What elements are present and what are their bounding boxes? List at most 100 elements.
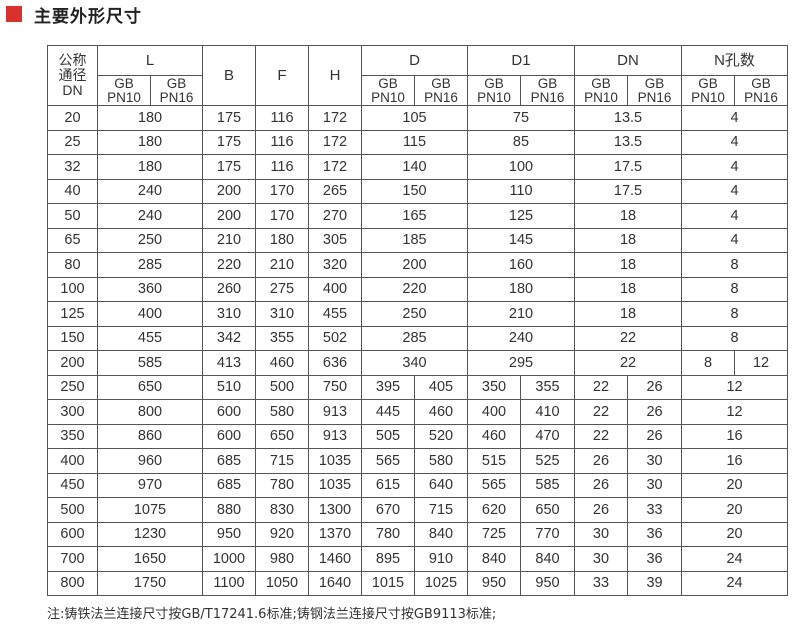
subheader-pn10: GB PN10 bbox=[97, 75, 151, 106]
cell-N: 16 bbox=[681, 448, 789, 474]
table-row: 100 360 260 275 400 220 180 18 8 bbox=[47, 276, 789, 302]
cell-dn: 50 bbox=[47, 203, 98, 229]
cell-H: 172 bbox=[308, 129, 362, 155]
cell-B: 175 bbox=[202, 105, 256, 131]
cell-D-pn10: 670 bbox=[361, 497, 415, 523]
cell-B: 210 bbox=[202, 227, 256, 253]
cell-D1: 85 bbox=[467, 129, 575, 155]
cell-D1-pn10: 950 bbox=[467, 570, 521, 596]
cell-L: 970 bbox=[97, 472, 203, 498]
subheader-pn10: GB PN10 bbox=[574, 75, 628, 106]
cell-D1: 180 bbox=[467, 276, 575, 302]
cell-D-pn10: 395 bbox=[361, 374, 415, 400]
cell-dn: 500 bbox=[47, 497, 98, 523]
cell-D1-pn10: 460 bbox=[467, 423, 521, 449]
cell-B: 200 bbox=[202, 178, 256, 204]
cell-B: 220 bbox=[202, 252, 256, 278]
cell-N: 8 bbox=[681, 276, 789, 302]
cell-DN: 18 bbox=[573, 252, 683, 278]
cell-D-pn10: 895 bbox=[361, 546, 415, 572]
cell-D-pn10: 505 bbox=[361, 423, 415, 449]
cell-dn: 250 bbox=[47, 374, 98, 400]
subheader-pressure: PN10 bbox=[477, 89, 511, 105]
cell-D1-pn10: 400 bbox=[467, 399, 521, 425]
cell-L: 250 bbox=[97, 227, 203, 253]
subheader-standard: GB bbox=[591, 75, 611, 91]
cell-dn: 350 bbox=[47, 423, 98, 449]
cell-D-pn16: 840 bbox=[414, 521, 468, 547]
subheader-pressure: PN10 bbox=[107, 89, 141, 105]
cell-N: 20 bbox=[681, 472, 789, 498]
cell-N: 4 bbox=[681, 203, 789, 229]
cell-D-pn10: 780 bbox=[361, 521, 415, 547]
cell-D-pn16: 910 bbox=[414, 546, 468, 572]
subheader-pressure: PN10 bbox=[584, 89, 618, 105]
cell-D: 105 bbox=[361, 105, 468, 131]
cell-N: 8 bbox=[681, 325, 789, 351]
subheader-standard: GB bbox=[114, 75, 134, 91]
cell-B: 880 bbox=[202, 497, 256, 523]
cell-H: 913 bbox=[308, 423, 362, 449]
cell-H: 1460 bbox=[308, 546, 362, 572]
cell-F: 460 bbox=[255, 350, 309, 376]
cell-D: 285 bbox=[361, 325, 468, 351]
cell-B: 175 bbox=[202, 129, 256, 155]
cell-N: 24 bbox=[681, 570, 789, 596]
cell-F: 830 bbox=[255, 497, 309, 523]
cell-D: 185 bbox=[361, 227, 468, 253]
cell-D1: 240 bbox=[467, 325, 575, 351]
header-F: F bbox=[255, 45, 309, 106]
cell-D1-pn10: 515 bbox=[467, 448, 521, 474]
table-row: 500 1075 880 830 1300 670 715 620 650 26 33 20 bbox=[47, 497, 789, 523]
cell-H: 1300 bbox=[308, 497, 362, 523]
cell-DN-pn10: 22 bbox=[574, 399, 628, 425]
subheader-standard: GB bbox=[378, 75, 398, 91]
cell-H: 305 bbox=[308, 227, 362, 253]
cell-H: 320 bbox=[308, 252, 362, 278]
cell-DN-pn10: 26 bbox=[574, 497, 628, 523]
cell-B: 1100 bbox=[202, 570, 256, 596]
cell-N: 12 bbox=[681, 399, 789, 425]
cell-D-pn16: 520 bbox=[414, 423, 468, 449]
cell-N: 24 bbox=[681, 546, 789, 572]
cell-dn: 32 bbox=[47, 154, 98, 180]
section-title-text: 主要外形尺寸 bbox=[34, 6, 142, 27]
cell-B: 175 bbox=[202, 154, 256, 180]
cell-D-pn16: 1025 bbox=[414, 570, 468, 596]
cell-F: 500 bbox=[255, 374, 309, 400]
cell-F: 210 bbox=[255, 252, 309, 278]
cell-N: 4 bbox=[681, 129, 789, 155]
cell-B: 600 bbox=[202, 399, 256, 425]
cell-D1-pn10: 620 bbox=[467, 497, 521, 523]
subheader-pn10: GB PN10 bbox=[681, 75, 736, 106]
cell-D-pn16: 640 bbox=[414, 472, 468, 498]
cell-DN-pn16: 39 bbox=[626, 570, 683, 596]
cell-B: 342 bbox=[202, 325, 256, 351]
header-group: D bbox=[361, 45, 468, 76]
cell-DN: 13.5 bbox=[573, 105, 683, 131]
cell-L: 180 bbox=[97, 105, 203, 131]
cell-DN: 18 bbox=[573, 227, 683, 253]
cell-N: 20 bbox=[681, 521, 789, 547]
cell-F: 275 bbox=[255, 276, 309, 302]
cell-DN-pn10: 26 bbox=[574, 472, 628, 498]
subheader-pressure: PN16 bbox=[637, 89, 672, 105]
subheader-standard: GB bbox=[698, 75, 718, 91]
cell-DN-pn16: 30 bbox=[626, 472, 683, 498]
table-row: 800 1750 1100 1050 1640 1015 1025 950 950 33 39 24 bbox=[47, 570, 789, 596]
cell-D1: 125 bbox=[467, 203, 575, 229]
cell-D-pn10: 565 bbox=[361, 448, 415, 474]
cell-D1-pn16: 650 bbox=[520, 497, 575, 523]
header-group: D1 bbox=[467, 45, 575, 76]
cell-dn: 40 bbox=[47, 178, 98, 204]
cell-B: 685 bbox=[202, 448, 256, 474]
cell-D1-pn16: 525 bbox=[520, 448, 575, 474]
subheader-standard: GB bbox=[751, 75, 771, 91]
header-dn: 公称 通径 DN bbox=[47, 45, 98, 106]
cell-DN: 17.5 bbox=[573, 154, 683, 180]
cell-DN: 18 bbox=[573, 276, 683, 302]
cell-N: 8 bbox=[681, 252, 789, 278]
header-B: B bbox=[202, 45, 256, 106]
cell-H: 455 bbox=[308, 301, 362, 327]
table-row: 250 650 510 500 750 395 405 350 355 22 26 12 bbox=[47, 374, 789, 400]
